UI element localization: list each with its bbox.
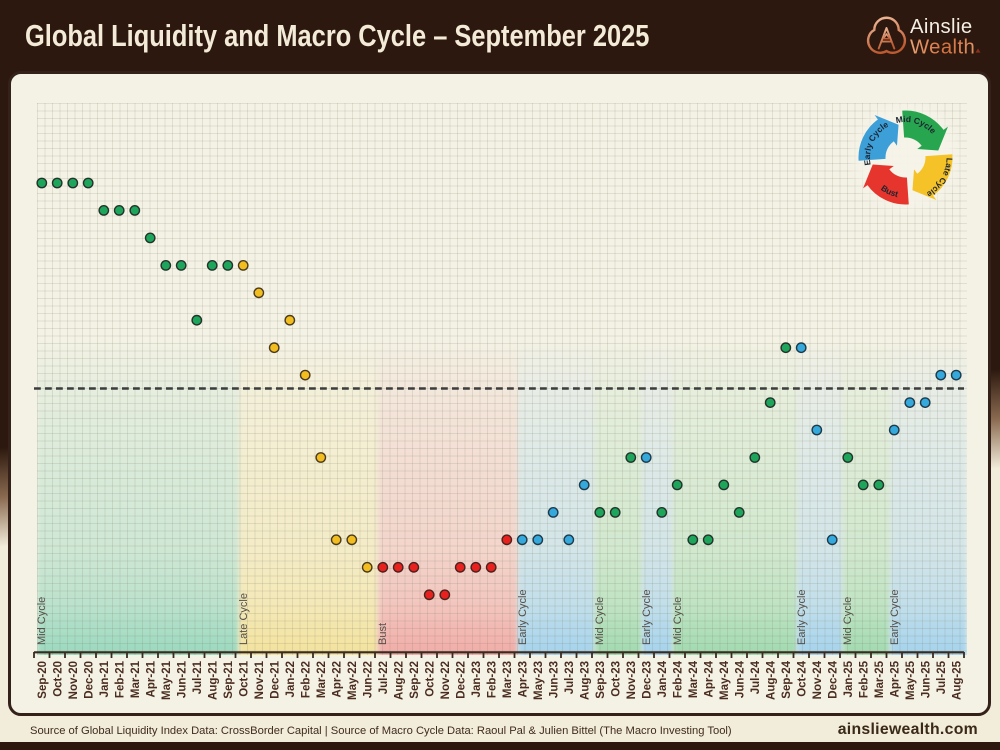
svg-text:Jul-24: Jul-24 [750,660,762,694]
svg-text:Jul-22: Jul-22 [378,661,390,694]
svg-text:Apr-24: Apr-24 [704,660,716,697]
svg-text:Oct-20: Oct-20 [53,661,65,697]
svg-text:Aug-25: Aug-25 [952,660,964,700]
svg-text:Oct-22: Oct-22 [424,661,436,697]
svg-text:Late Cycle: Late Cycle [238,593,250,645]
svg-text:Apr-22: Apr-22 [331,661,343,697]
svg-text:May-23: May-23 [533,661,545,700]
svg-text:Aug-21: Aug-21 [207,660,219,700]
svg-text:Ainslie: Ainslie [910,16,973,38]
svg-text:May-22: May-22 [347,661,359,700]
svg-text:Sep-24: Sep-24 [781,660,793,698]
svg-text:Mid Cycle: Mid Cycle [842,597,854,645]
svg-text:Jan-25: Jan-25 [843,660,855,697]
svg-text:Jan-24: Jan-24 [657,660,669,697]
svg-text:Early Cycle: Early Cycle [641,589,653,645]
svg-text:Dec-20: Dec-20 [84,661,96,699]
svg-text:Early Cycle: Early Cycle [796,589,808,645]
svg-text:Feb-22: Feb-22 [300,661,312,698]
svg-text:Nov-24: Nov-24 [812,660,824,699]
svg-text:Nov-20: Nov-20 [68,661,80,699]
svg-text:Apr-25: Apr-25 [890,660,902,697]
svg-text:May-25: May-25 [905,660,917,700]
svg-text:Bust: Bust [377,623,389,645]
svg-text:Nov-23: Nov-23 [626,661,638,699]
svg-text:Jun-22: Jun-22 [362,661,374,698]
svg-text:Oct-24: Oct-24 [797,660,809,696]
svg-text:Sep-20: Sep-20 [37,661,49,699]
svg-text:Apr-23: Apr-23 [518,661,530,697]
svg-text:Feb-24: Feb-24 [673,660,685,698]
svg-text:Jul-21: Jul-21 [192,660,204,694]
svg-text:Oct-21: Oct-21 [238,660,250,696]
svg-text:Early Cycle: Early Cycle [889,589,901,645]
svg-text:Mar-25: Mar-25 [874,660,886,698]
svg-text:Jun-21: Jun-21 [176,660,188,698]
svg-text:Apr-21: Apr-21 [145,660,157,697]
svg-text:Wealth: Wealth [910,37,975,59]
svg-text:May-21: May-21 [161,660,173,700]
svg-text:May-24: May-24 [719,660,731,700]
svg-text:Jul-23: Jul-23 [564,661,576,694]
svg-text:Mar-24: Mar-24 [688,660,700,698]
svg-text:Nov-21: Nov-21 [254,660,266,699]
svg-text:Mar-21: Mar-21 [130,660,142,698]
svg-text:Mid Cycle: Mid Cycle [594,597,606,645]
svg-text:Jan-23: Jan-23 [471,661,483,697]
svg-text:Jun-23: Jun-23 [549,661,561,698]
svg-text:Mar-23: Mar-23 [502,661,514,698]
svg-text:Sep-23: Sep-23 [595,661,607,699]
svg-text:Dec-22: Dec-22 [455,661,467,699]
svg-text:Jun-24: Jun-24 [735,660,747,698]
svg-text:Jul-25: Jul-25 [936,660,948,694]
svg-text:Early Cycle: Early Cycle [517,589,529,645]
svg-text:Feb-25: Feb-25 [859,660,871,698]
svg-text:Feb-23: Feb-23 [486,661,498,698]
svg-text:Jan-21: Jan-21 [99,660,111,697]
svg-text:Dec-23: Dec-23 [642,661,654,699]
svg-text:Mar-22: Mar-22 [316,661,328,698]
svg-text:Aug-22: Aug-22 [393,661,405,700]
svg-text:Aug-23: Aug-23 [580,661,592,700]
svg-text:Aug-24: Aug-24 [766,660,778,700]
svg-text:Oct-23: Oct-23 [611,661,623,697]
svg-text:Jun-25: Jun-25 [921,660,933,698]
svg-text:Dec-21: Dec-21 [269,660,281,698]
svg-text:Mid Cycle: Mid Cycle [36,597,48,645]
svg-text:Sep-21: Sep-21 [223,660,235,698]
svg-text:Nov-22: Nov-22 [440,661,452,699]
svg-text:Dec-24: Dec-24 [828,660,840,698]
svg-text:Mid Cycle: Mid Cycle [672,597,684,645]
svg-text:Sep-22: Sep-22 [409,661,421,699]
svg-text:Jan-22: Jan-22 [285,661,297,697]
svg-text:Feb-21: Feb-21 [115,660,127,698]
